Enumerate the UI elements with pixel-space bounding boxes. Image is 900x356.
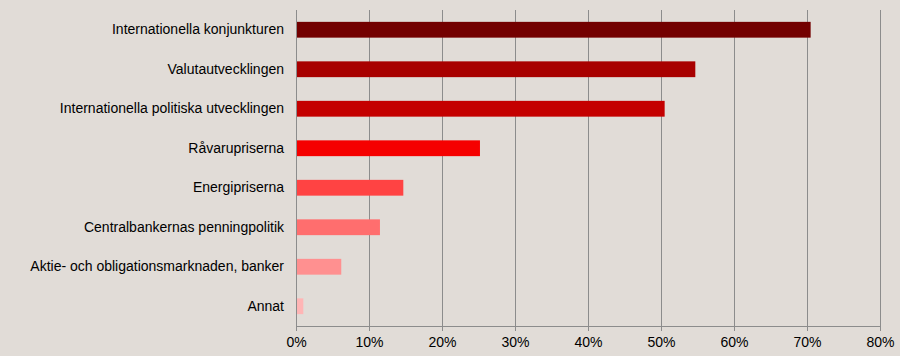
grid-line — [588, 10, 589, 326]
y-axis: Internationella konjunkturen Valutautveck… — [30, 11, 296, 327]
tick-label: 60% — [720, 334, 748, 350]
tick-mark — [515, 326, 516, 331]
tick-mark — [807, 326, 808, 331]
tick: 70% — [793, 326, 821, 350]
tick: 0% — [286, 326, 306, 350]
tick: Aktie- och obligationsmarknaden, banker — [30, 258, 296, 274]
tick: 20% — [428, 326, 456, 350]
grid-line — [369, 10, 370, 326]
tick: 10% — [355, 326, 383, 350]
category-label: Valutautvecklingen — [168, 61, 284, 77]
bar — [296, 259, 341, 275]
grid-line — [880, 10, 881, 326]
tick: Internationella politiska utvecklingen — [60, 100, 296, 116]
tick: Valutautvecklingen — [168, 61, 296, 77]
bar — [296, 219, 380, 235]
bar — [296, 298, 303, 314]
bar — [296, 61, 695, 77]
tick: Annat — [247, 298, 296, 314]
x-axis: 0% 10% 20% 30% 40% 50% 60% 70% 80% — [286, 326, 894, 350]
bar — [296, 140, 480, 156]
chart: 0% 10% 20% 30% 40% 50% 60% 70% 80% Internationell… — [0, 0, 900, 356]
axis-line — [296, 11, 297, 327]
tick-label: 40% — [574, 334, 602, 350]
grid-line — [442, 10, 443, 326]
tick-label: 10% — [355, 334, 383, 350]
tick: 80% — [866, 326, 894, 350]
tick-mark — [734, 326, 735, 331]
tick: Internationella konjunkturen — [112, 21, 296, 37]
tick: Energipriserna — [193, 179, 296, 195]
tick: Centralbankernas penningpolitik — [84, 219, 296, 235]
tick-mark — [442, 326, 443, 331]
grid-line — [515, 10, 516, 326]
category-label: Centralbankernas penningpolitik — [84, 219, 285, 235]
tick: Råvarupriserna — [188, 140, 296, 156]
tick-mark — [588, 326, 589, 331]
category-label: Råvarupriserna — [188, 140, 284, 156]
tick-mark — [661, 326, 662, 331]
tick: 30% — [501, 326, 529, 350]
tick-label: 20% — [428, 334, 456, 350]
bar — [296, 180, 403, 196]
grid-line — [661, 10, 662, 326]
grid-line — [734, 10, 735, 326]
category-label: Internationella politiska utvecklingen — [60, 100, 284, 116]
bars — [296, 22, 811, 314]
tick: 40% — [574, 326, 602, 350]
tick-label: 50% — [647, 334, 675, 350]
category-label: Energipriserna — [193, 179, 284, 195]
category-label: Internationella konjunkturen — [112, 21, 284, 37]
tick-label: 70% — [793, 334, 821, 350]
tick: 50% — [647, 326, 675, 350]
tick-mark — [880, 326, 881, 331]
tick-mark — [369, 326, 370, 331]
bar — [296, 22, 811, 38]
grid-line — [807, 10, 808, 326]
bar — [296, 101, 665, 117]
tick: 60% — [720, 326, 748, 350]
tick-label: 30% — [501, 334, 529, 350]
category-label: Aktie- och obligationsmarknaden, banker — [30, 258, 284, 274]
tick-label: 0% — [286, 334, 306, 350]
tick-label: 80% — [866, 334, 894, 350]
category-label: Annat — [247, 298, 284, 314]
tick-mark — [296, 326, 297, 331]
grid-line — [296, 10, 297, 326]
grid — [296, 10, 880, 326]
plot: 0% 10% 20% 30% 40% 50% 60% 70% 80% Internationell… — [30, 10, 894, 350]
